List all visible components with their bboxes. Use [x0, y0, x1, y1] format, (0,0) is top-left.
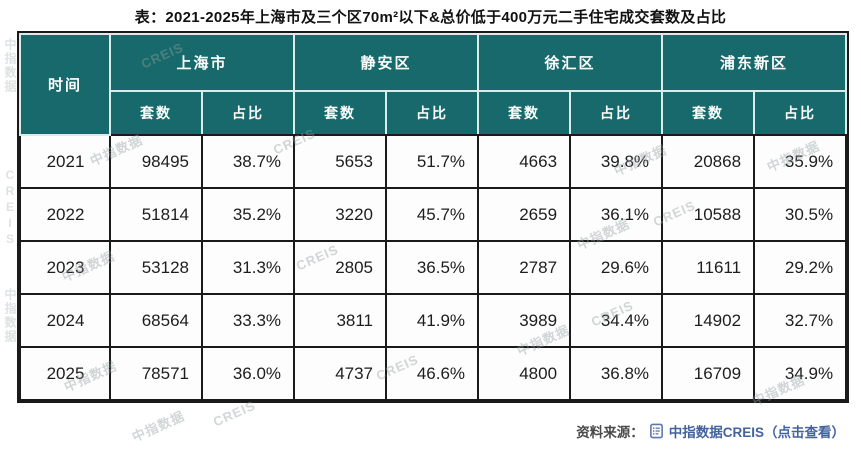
- subheader-share-xuhui: 占比: [569, 90, 664, 136]
- table-row-2024: 2024 68564 33.3% 3811 41.9% 3989 34.4% 1…: [19, 293, 848, 348]
- cell-value: 35.2%: [200, 187, 296, 242]
- cell-value: 16709: [661, 346, 756, 401]
- subheader-share-jingan: 占比: [385, 90, 480, 136]
- document-icon: [649, 423, 664, 439]
- header-time: 时间: [19, 33, 111, 136]
- cell-value: 29.6%: [569, 240, 664, 295]
- row-year: 2025: [19, 346, 111, 401]
- watermark: CREIS: [3, 168, 17, 248]
- cell-value: 34.9%: [753, 346, 848, 401]
- row-year: 2023: [19, 240, 111, 295]
- cell-value: 45.7%: [385, 187, 480, 242]
- cell-value: 36.0%: [200, 346, 296, 401]
- cell-value: 29.2%: [753, 240, 848, 295]
- cell-value: 10588: [661, 187, 756, 242]
- source-line: 资料来源： 中指数据CREIS（点击查看）: [576, 421, 845, 441]
- cell-value: 46.6%: [385, 346, 480, 401]
- cell-value: 3220: [293, 187, 388, 242]
- cell-value: 78571: [109, 346, 203, 401]
- row-year: 2021: [19, 134, 111, 189]
- table-row-2025: 2025 78571 36.0% 4737 46.6% 4800 36.8% 1…: [19, 346, 848, 401]
- cell-value: 30.5%: [753, 187, 848, 242]
- header-group-shanghai: 上海市: [108, 33, 296, 92]
- data-table: 时间 上海市 静安区 徐汇区 浦东新区 套数 占比 套数 占比 套数 占比 套数…: [19, 33, 848, 401]
- cell-value: 36.8%: [569, 346, 664, 401]
- subheader-share-pudong: 占比: [753, 90, 848, 136]
- subheader-count-shanghai: 套数: [109, 90, 203, 136]
- cell-value: 33.3%: [200, 293, 296, 348]
- subheader-count-jingan: 套数: [293, 90, 388, 136]
- table-row-2022: 2022 51814 35.2% 3220 45.7% 2659 36.1% 1…: [19, 187, 848, 242]
- table-row-2021: 2021 98495 38.7% 5653 51.7% 4663 39.8% 2…: [19, 134, 848, 189]
- cell-value: 51.7%: [385, 134, 480, 189]
- cell-value: 53128: [109, 240, 203, 295]
- cell-value: 35.9%: [753, 134, 848, 189]
- subheader-count-pudong: 套数: [661, 90, 756, 136]
- cell-value: 14902: [661, 293, 756, 348]
- cell-value: 5653: [293, 134, 388, 189]
- cell-value: 4663: [477, 134, 572, 189]
- cell-value: 38.7%: [200, 134, 296, 189]
- cell-value: 3989: [477, 293, 572, 348]
- cell-value: 31.3%: [200, 240, 296, 295]
- data-table-container: 时间 上海市 静安区 徐汇区 浦东新区 套数 占比 套数 占比 套数 占比 套数…: [17, 31, 850, 403]
- cell-value: 20868: [661, 134, 756, 189]
- header-group-pudong: 浦东新区: [661, 33, 848, 92]
- source-label: 资料来源：: [576, 425, 644, 440]
- subheader-share-shanghai: 占比: [200, 90, 296, 136]
- cell-value: 51814: [109, 187, 203, 242]
- cell-value: 2787: [477, 240, 572, 295]
- cell-value: 32.7%: [753, 293, 848, 348]
- cell-value: 68564: [109, 293, 203, 348]
- page-title: 表：2021-2025年上海市及三个区70m²以下&总价低于400万元二手住宅成…: [134, 9, 727, 26]
- cell-value: 2805: [293, 240, 388, 295]
- cell-value: 41.9%: [385, 293, 480, 348]
- header-group-xuhui: 徐汇区: [477, 33, 664, 92]
- source-link[interactable]: 中指数据CREIS（点击查看）: [668, 425, 845, 440]
- subheader-count-xuhui: 套数: [477, 90, 572, 136]
- cell-value: 4737: [293, 346, 388, 401]
- cell-value: 34.4%: [569, 293, 664, 348]
- cell-value: 11611: [661, 240, 756, 295]
- row-year: 2022: [19, 187, 111, 242]
- cell-value: 2659: [477, 187, 572, 242]
- cell-value: 4800: [477, 346, 572, 401]
- cell-value: 98495: [109, 134, 203, 189]
- row-year: 2024: [19, 293, 111, 348]
- header-group-jingan: 静安区: [293, 33, 480, 92]
- table-row-2023: 2023 53128 31.3% 2805 36.5% 2787 29.6% 1…: [19, 240, 848, 295]
- cell-value: 39.8%: [569, 134, 664, 189]
- cell-value: 3811: [293, 293, 388, 348]
- watermark: 中指数据: [129, 408, 188, 445]
- cell-value: 36.1%: [569, 187, 664, 242]
- cell-value: 36.5%: [385, 240, 480, 295]
